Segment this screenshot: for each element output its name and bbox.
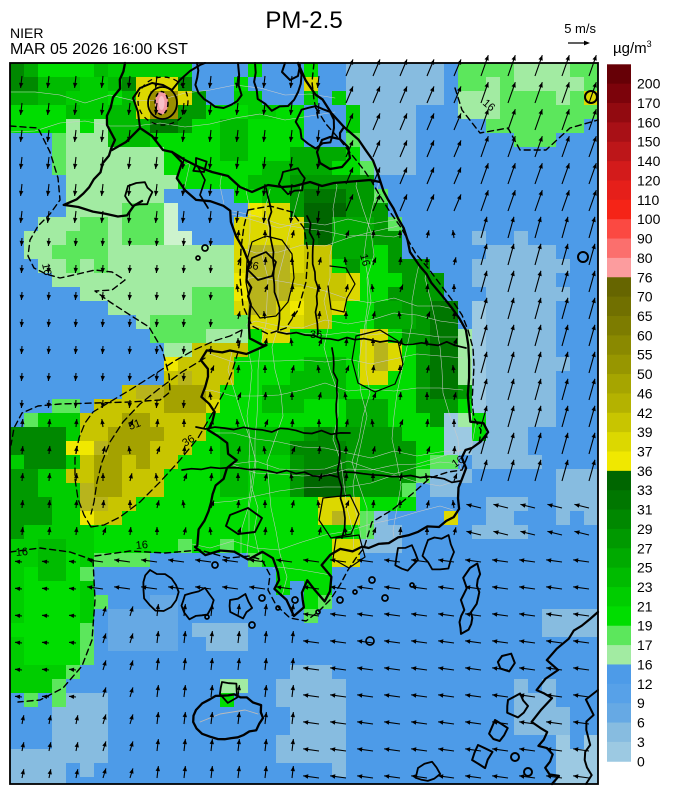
svg-text:31: 31 <box>637 502 653 518</box>
svg-text:76: 76 <box>637 269 653 285</box>
svg-text:33: 33 <box>637 482 653 498</box>
svg-text:16: 16 <box>637 656 653 672</box>
svg-text:39: 39 <box>637 424 653 440</box>
svg-text:36: 36 <box>245 259 259 273</box>
svg-text:140: 140 <box>637 153 661 169</box>
svg-text:16: 16 <box>15 546 28 559</box>
svg-text:36: 36 <box>180 433 197 450</box>
svg-text:0: 0 <box>637 753 645 769</box>
svg-text:16: 16 <box>135 539 148 552</box>
svg-text:120: 120 <box>637 172 661 188</box>
svg-text:70: 70 <box>637 289 653 305</box>
svg-text:6: 6 <box>637 715 645 731</box>
svg-text:NIER: NIER <box>10 25 43 41</box>
svg-text:110: 110 <box>637 192 660 208</box>
svg-text:80: 80 <box>637 250 653 266</box>
svg-text:5 m/s: 5 m/s <box>564 21 596 36</box>
svg-text:42: 42 <box>637 405 653 421</box>
svg-text:29: 29 <box>637 521 653 537</box>
svg-text:25: 25 <box>637 560 653 576</box>
svg-text:100: 100 <box>637 211 661 227</box>
svg-text:23: 23 <box>637 579 653 595</box>
svg-text:9: 9 <box>637 695 645 711</box>
svg-text:55: 55 <box>637 347 653 363</box>
svg-text:36: 36 <box>310 329 322 341</box>
svg-text:90: 90 <box>637 231 653 247</box>
svg-text:50: 50 <box>637 366 653 382</box>
svg-text:200: 200 <box>637 76 661 92</box>
svg-text:3: 3 <box>637 734 645 750</box>
svg-text:27: 27 <box>637 540 653 556</box>
svg-text:16: 16 <box>357 253 372 268</box>
svg-text:65: 65 <box>637 308 653 324</box>
svg-text:46: 46 <box>637 385 653 401</box>
svg-text:PM-2.5: PM-2.5 <box>265 7 342 34</box>
svg-text:16: 16 <box>39 262 53 276</box>
svg-text:16: 16 <box>450 454 467 471</box>
svg-text:170: 170 <box>637 95 661 111</box>
svg-text:150: 150 <box>637 134 661 150</box>
svg-text:17: 17 <box>637 637 653 653</box>
svg-text:MAR 05 2026 16:00 KST: MAR 05 2026 16:00 KST <box>10 41 188 58</box>
svg-text:160: 160 <box>637 114 661 130</box>
svg-text:37: 37 <box>637 444 653 460</box>
svg-text:36: 36 <box>637 463 653 479</box>
svg-text:60: 60 <box>637 327 653 343</box>
svg-text:µg/m3: µg/m3 <box>613 39 652 57</box>
svg-text:51: 51 <box>127 417 143 432</box>
svg-text:19: 19 <box>637 618 653 634</box>
svg-text:12: 12 <box>637 676 653 692</box>
svg-text:21: 21 <box>637 598 653 614</box>
